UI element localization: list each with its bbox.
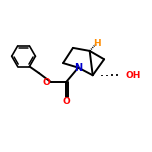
Text: O: O <box>62 97 70 106</box>
Text: OH: OH <box>125 71 141 80</box>
Text: O: O <box>43 78 50 87</box>
Text: N: N <box>74 63 82 73</box>
Text: H: H <box>93 39 100 48</box>
